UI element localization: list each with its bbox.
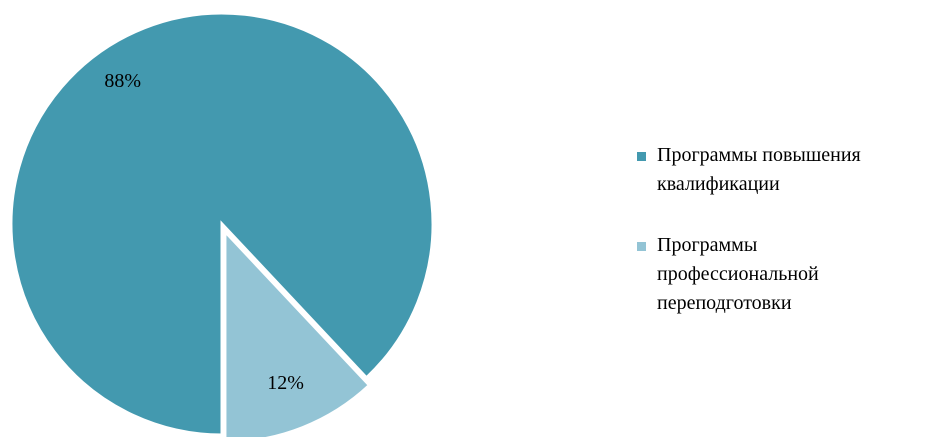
legend-label-retraining-line-2: профессиональной bbox=[657, 263, 819, 285]
legend-swatch-retraining bbox=[637, 242, 646, 251]
legend-swatch-qualification bbox=[637, 152, 646, 161]
chart-legend: Программы повышения квалификации Програм… bbox=[637, 141, 927, 350]
legend-label-qualification-line-1: Программы повышения bbox=[657, 144, 861, 166]
pie-slice-qualification bbox=[9, 11, 435, 437]
pie-labels: 88% 12% bbox=[104, 70, 303, 394]
legend-item-qualification: Программы повышения квалификации bbox=[637, 141, 927, 199]
data-label-qualification: 88% bbox=[104, 70, 141, 92]
pie-chart: 88% 12% bbox=[9, 11, 435, 437]
legend-label-qualification-line-2: квалификации bbox=[657, 173, 780, 195]
data-label-retraining: 12% bbox=[267, 372, 304, 394]
legend-item-retraining: Программы профессиональной переподготовк… bbox=[637, 231, 927, 318]
legend-label-retraining-line-3: переподготовки bbox=[657, 292, 792, 314]
pie-slices bbox=[9, 11, 435, 437]
legend-label-retraining-line-1: Программы bbox=[657, 234, 758, 256]
pie-slice-retraining bbox=[223, 227, 372, 437]
